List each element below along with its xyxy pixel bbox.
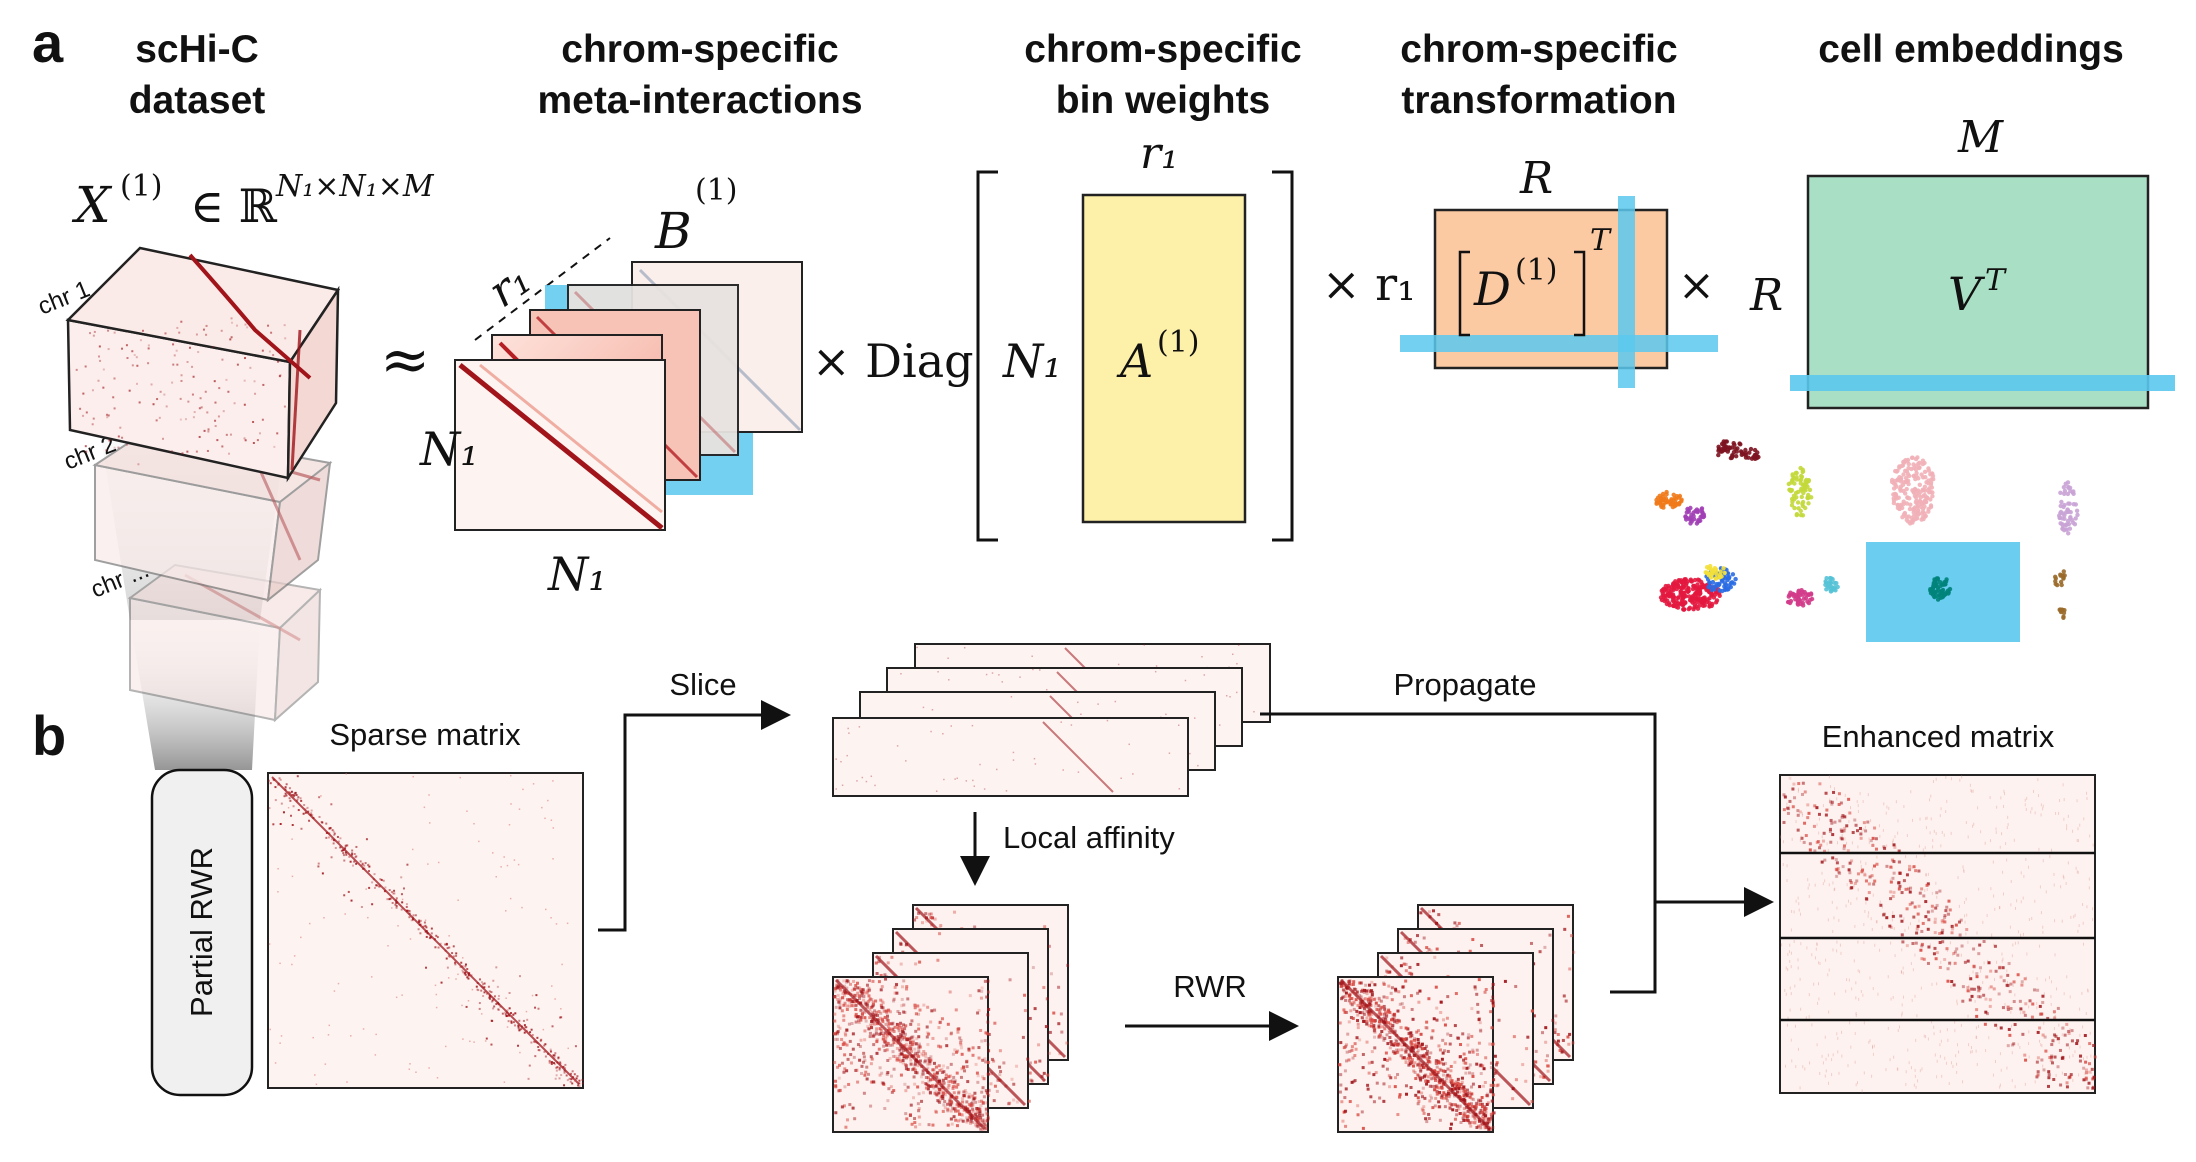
meta-interaction-stack [454, 261, 803, 531]
slice-strip [832, 717, 1189, 797]
v-transpose: T [1985, 263, 2007, 298]
header-line: chrom-specific [561, 28, 838, 71]
local-affinity-label: Local affinity [1003, 820, 1175, 855]
times-r1: × r₁ [1322, 257, 1416, 311]
sparse-matrix-label: Sparse matrix [329, 717, 521, 752]
enhanced-matrix [1779, 774, 2097, 1094]
affinity-stack-rwr [1337, 904, 1576, 1133]
slice-stack [832, 643, 1271, 797]
partial-rwr-label: Partial RWR [184, 847, 219, 1017]
embedding-scatter [1654, 439, 2080, 620]
a-matrix [1081, 193, 1247, 524]
transformation-matrix [1400, 196, 1718, 388]
in-reals: ∈ ℝ [190, 179, 278, 233]
times-diag: × Diag [812, 334, 974, 388]
d-superscript: (1) [1515, 253, 1558, 288]
times-symbol: × [1678, 260, 1715, 311]
highlight-row [1790, 375, 2175, 391]
approx-symbol: ≈ [380, 325, 430, 395]
header-scHi-C-dataset: scHi-C dataset [129, 28, 266, 122]
x-superscript: (1) [120, 169, 163, 204]
header-bin-weights: chrom-specific bin weights [1024, 28, 1301, 122]
rwr-label: RWR [1173, 969, 1246, 1004]
propagate-label: Propagate [1393, 667, 1536, 702]
b-symbol: B [654, 202, 692, 260]
d-transpose: T [1590, 223, 1612, 258]
chr-n-cube [127, 563, 323, 723]
a-superscript: (1) [1157, 325, 1200, 360]
embedding-matrix [1790, 174, 2175, 410]
r1-dashed-line [474, 237, 611, 341]
header-line: chrom-specific [1400, 28, 1677, 71]
header-line: bin weights [1056, 79, 1271, 122]
enhanced-matrix-label: Enhanced matrix [1822, 719, 2055, 754]
header-line: dataset [129, 79, 266, 122]
slice-label: Slice [669, 667, 736, 702]
header-line: chrom-specific [1024, 28, 1301, 71]
m-label: M [1957, 112, 2004, 163]
r-label: R [1749, 270, 1783, 321]
x-dimensions: N₁×N₁×M [275, 169, 435, 204]
r-label: R [1519, 153, 1553, 204]
bin-weights-bracket [976, 170, 1294, 542]
x-symbol: X [71, 176, 113, 234]
header-transformation: chrom-specific transformation [1400, 28, 1677, 122]
propagate-line-bottom [1610, 902, 1657, 994]
a-symbol: A [1116, 334, 1153, 388]
n1-label: N₁ [419, 422, 479, 476]
header-line: scHi-C [135, 28, 259, 71]
header-cell-embeddings: cell embeddings [1818, 28, 2124, 71]
header-line: cell embeddings [1818, 28, 2124, 71]
sparse-speckle [268, 773, 584, 1087]
r1-label: r₁ [1140, 128, 1179, 179]
r1-label: r₁ [479, 254, 540, 318]
n1-label: N₁ [1002, 334, 1062, 388]
b-superscript: (1) [695, 173, 738, 208]
affinity-stack [832, 904, 1070, 1133]
header-line: meta-interactions [537, 79, 862, 122]
chr1-speckle [75, 317, 287, 466]
v-symbol: V [1948, 267, 1986, 321]
panel-a-letter: a [32, 11, 64, 74]
header-line: transformation [1401, 79, 1676, 122]
x-tensor-formula: X (1) ∈ ℝ N₁×N₁×M [71, 169, 435, 234]
highlight-row [1400, 335, 1718, 352]
partial-rwr-box [150, 768, 254, 1097]
slice-arrow [598, 700, 791, 932]
propagate-line-top [1260, 712, 1657, 902]
chr-1-cube [65, 246, 341, 483]
highlight-column [1618, 196, 1635, 388]
panel-b-letter: b [32, 704, 66, 767]
d-symbol: D [1473, 262, 1511, 316]
n1-label: N₁ [547, 547, 607, 601]
header-meta-interactions: chrom-specific meta-interactions [537, 28, 862, 122]
